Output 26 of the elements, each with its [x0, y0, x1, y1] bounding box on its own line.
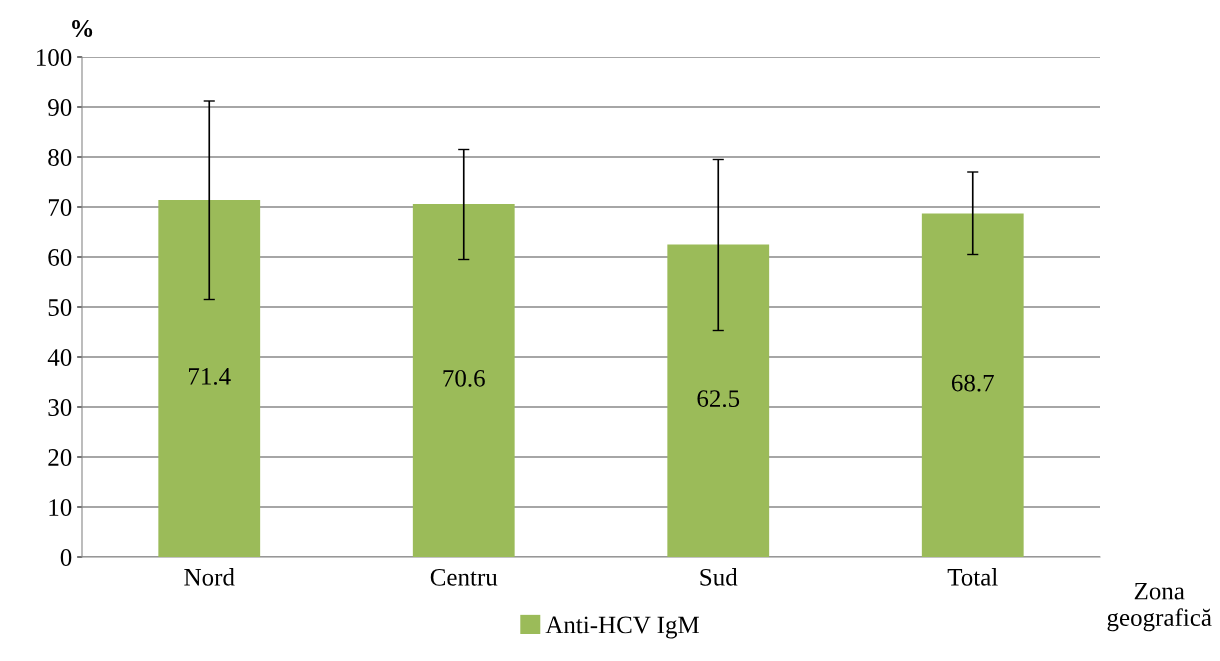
x-tick-label: Total	[947, 568, 998, 586]
bar	[412, 204, 515, 557]
bar	[921, 213, 1024, 557]
y-tick-label: 40	[47, 349, 72, 366]
data-label: 68.7	[951, 374, 994, 392]
y-tick-label: 30	[48, 399, 72, 416]
y-tick-label: 20	[48, 449, 72, 466]
y-tick-label: 0	[60, 549, 72, 566]
y-tick-label: 70	[48, 199, 72, 216]
data-label: 70.6	[443, 369, 485, 387]
y-tick-label: 10	[49, 499, 72, 516]
x-tick-label: Sud	[700, 568, 738, 586]
y-axis-title: %	[72, 20, 93, 37]
data-label: 62.5	[697, 390, 740, 408]
bar	[667, 244, 770, 557]
y-tick-label: 50	[48, 299, 72, 316]
y-tick-label: 60	[48, 249, 72, 266]
x-tick-label: Centru	[430, 568, 498, 586]
y-tick-label: 90	[48, 99, 72, 116]
y-tick-label: 100	[36, 49, 72, 66]
legend-label: Anti-HCV IgM	[545, 616, 699, 639]
data-label: 71.4	[189, 368, 231, 385]
x-tick-label: Nord	[184, 568, 235, 586]
y-tick-label: 80	[48, 149, 72, 166]
x-axis-title: Zona geografică	[1107, 582, 1212, 632]
bar	[158, 200, 261, 557]
